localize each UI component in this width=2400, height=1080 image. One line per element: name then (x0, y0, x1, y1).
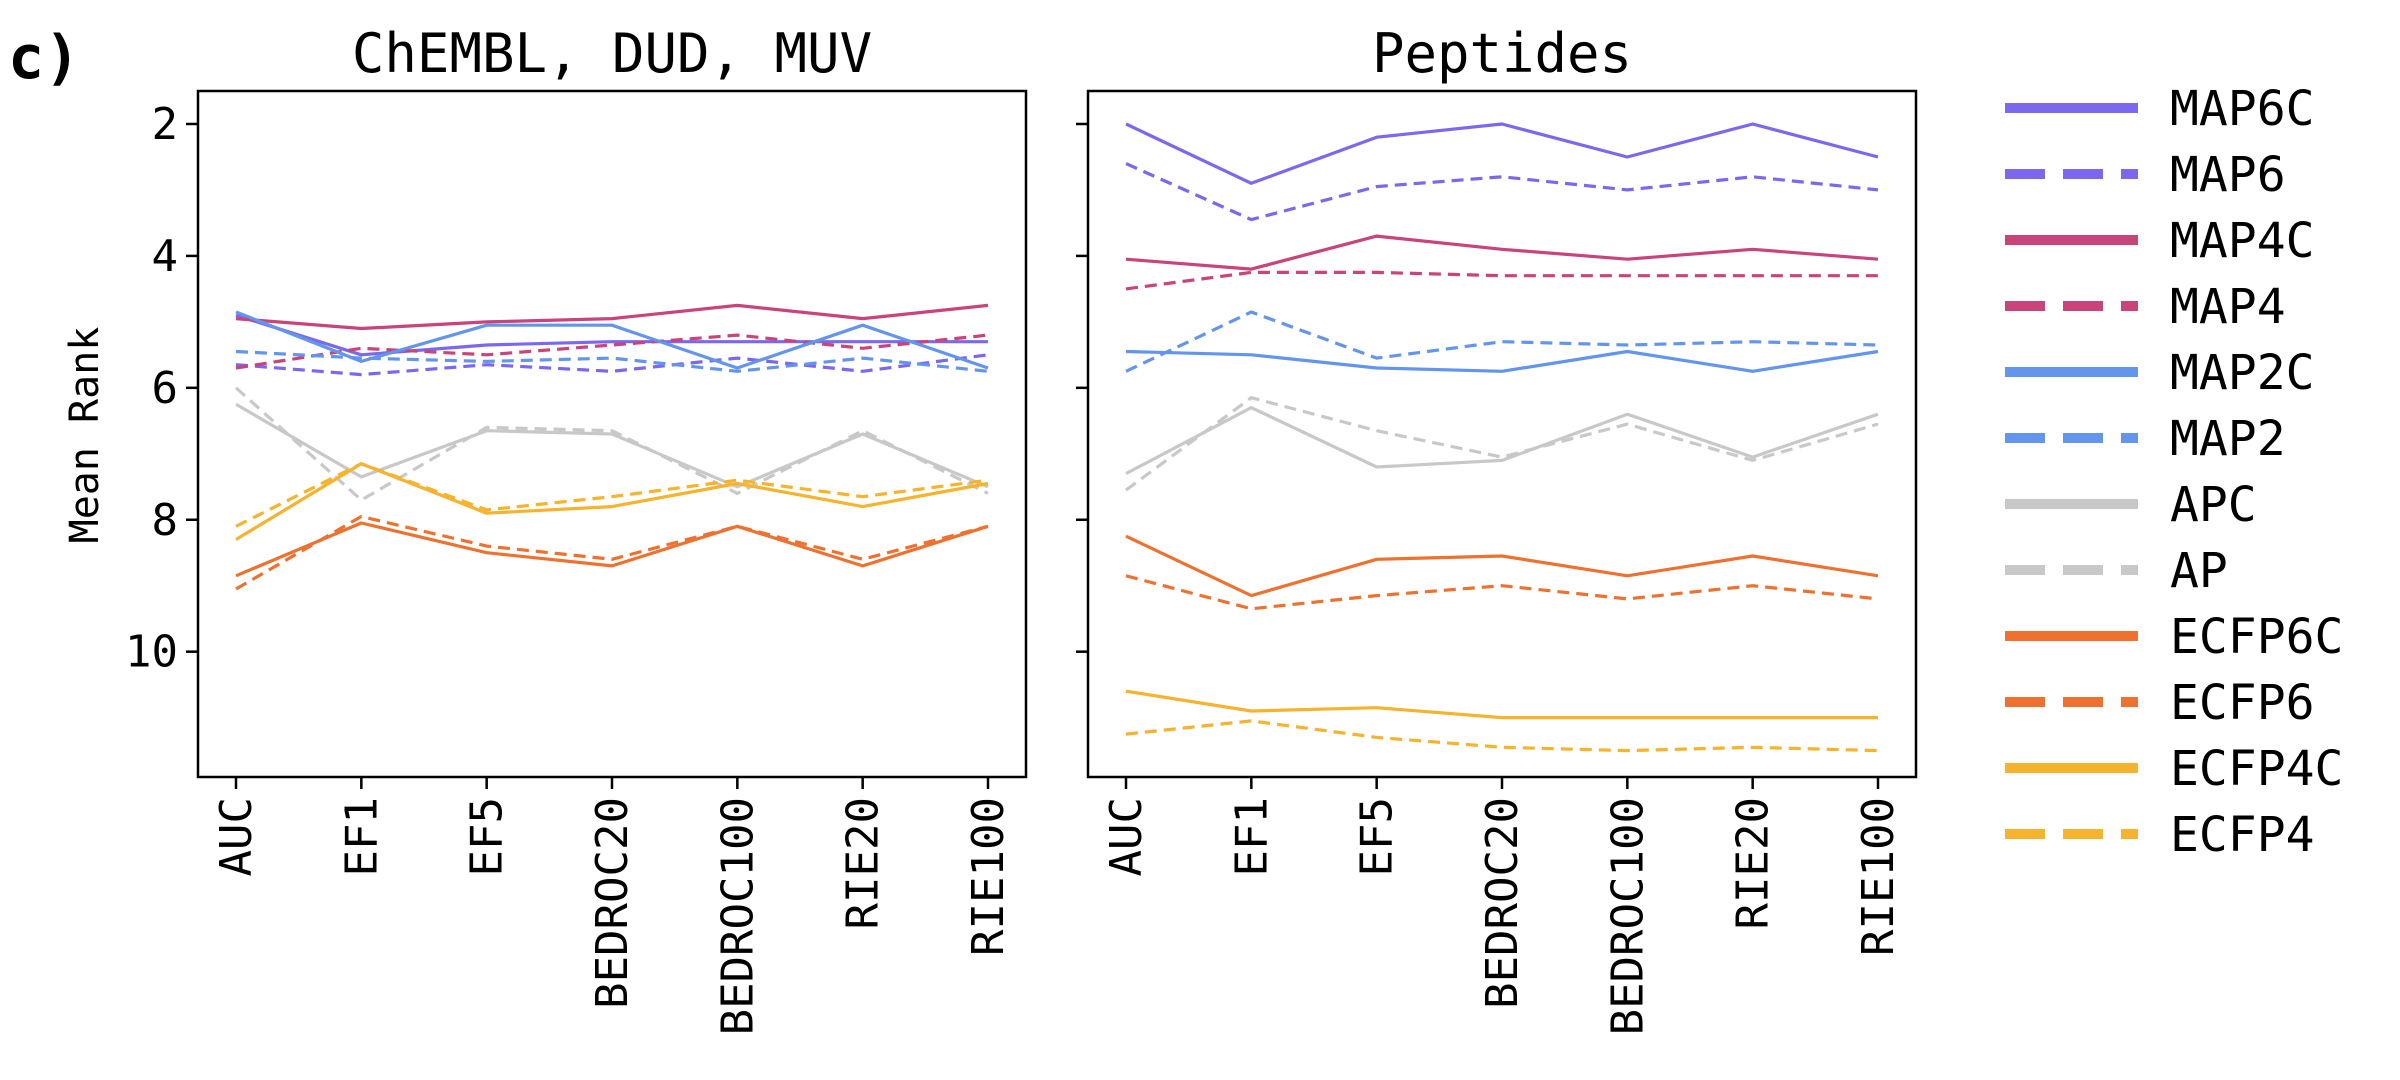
series-line-map4c (235, 303, 989, 331)
series-lines (1125, 122, 1879, 753)
series-line-map2c (235, 310, 989, 370)
series-line-map4 (235, 333, 989, 370)
legend-label-ecfp4: ECFP4 (2170, 807, 2315, 863)
chart-panel-peptides: Peptides AUC EF1 EF5 BEDROC20 BEDROC100 RIE20… (1076, 22, 1918, 1035)
legend-label-map6c: MAP6C (2170, 81, 2315, 137)
y-tick-label: 4 (152, 231, 179, 282)
series-line-ecfp4c (1125, 689, 1878, 720)
x-tick-label: EF5 (1352, 797, 1403, 876)
x-tick-label: RIE20 (838, 797, 889, 929)
legend-label-map2c: MAP2C (2170, 345, 2315, 401)
series-line-ap (234, 386, 989, 502)
series-line-map6c (1125, 122, 1879, 185)
panel-label: c) (8, 23, 80, 93)
chart-panel-chembl: ChEMBL, DUD, MUV 2 4 6 8 10 AUC EF1 EF5 BEDROC20… (125, 22, 1028, 1035)
series-line-map4c (1125, 234, 1879, 271)
y-axis-label: Mean Rank (62, 327, 108, 544)
legend-label-ecfp6: ECFP6 (2170, 675, 2315, 731)
legend-label-map4c: MAP4C (2170, 213, 2315, 269)
series-line-ecfp6c (235, 521, 989, 578)
series-line-map6 (235, 353, 989, 377)
series-line-map6c (235, 313, 988, 357)
series-lines (234, 303, 989, 591)
x-tick-label: BEDROC100 (712, 797, 763, 1035)
legend-label-ecfp4c: ECFP4C (2170, 741, 2343, 797)
y-tick-label: 6 (152, 363, 179, 414)
x-tick-label: BEDROC20 (587, 797, 638, 1009)
legend-label-map4: MAP4 (2170, 279, 2286, 335)
series-line-ecfp6 (235, 514, 989, 591)
series-line-map2c (1125, 349, 1879, 373)
x-tick-label: RIE20 (1728, 797, 1779, 929)
x-tick-label: BEDROC20 (1477, 797, 1528, 1009)
series-line-ecfp4 (235, 462, 989, 528)
series-line-ap (1125, 396, 1879, 492)
axis-ticks: AUC EF1 EF5 BEDROC20 BEDROC100 RIE20 RIE100 (1076, 122, 1904, 1035)
series-line-apc (1125, 406, 1879, 476)
legend-label-apc: APC (2170, 477, 2257, 533)
plot-frame (196, 89, 1028, 779)
x-tick-label: AUC (1101, 797, 1152, 876)
y-tick-label: 2 (152, 99, 179, 150)
x-tick-label: RIE100 (963, 797, 1014, 956)
series-line-map4 (1125, 270, 1878, 291)
chart-title: Peptides (1372, 22, 1632, 85)
series-line-ecfp6 (1125, 574, 1879, 611)
series-line-map6 (1125, 162, 1879, 222)
axis-ticks: 2 4 6 8 10 AUC EF1 EF5 BEDROC20 BEDROC100 RIE20 RIE… (125, 99, 1014, 1035)
legend-label-map6: MAP6 (2170, 147, 2286, 203)
y-tick-label: 8 (152, 495, 179, 546)
legend-label-map2: MAP2 (2170, 411, 2286, 467)
x-tick-label: EF1 (336, 797, 387, 876)
series-line-apc (235, 402, 989, 489)
series-line-map2 (1125, 310, 1879, 373)
plot-frame (1086, 89, 1918, 779)
x-tick-label: EF1 (1226, 797, 1277, 876)
series-line-ecfp4 (1125, 719, 1879, 753)
y-tick-label: 10 (125, 627, 178, 678)
chart-title: ChEMBL, DUD, MUV (352, 22, 872, 85)
x-tick-label: RIE100 (1853, 797, 1904, 956)
x-tick-label: AUC (211, 797, 262, 876)
x-tick-label: EF5 (462, 797, 513, 876)
series-line-ecfp6c (1125, 534, 1879, 598)
legend-label-ap: AP (2170, 543, 2228, 599)
legend: MAP6C MAP6 MAP4C MAP4 MAP2C MAP2 APC AP ECFP6C EC… (2005, 81, 2343, 863)
series-line-map2 (235, 349, 989, 373)
x-tick-label: BEDROC100 (1602, 797, 1653, 1035)
legend-label-ecfp6c: ECFP6C (2170, 609, 2343, 665)
